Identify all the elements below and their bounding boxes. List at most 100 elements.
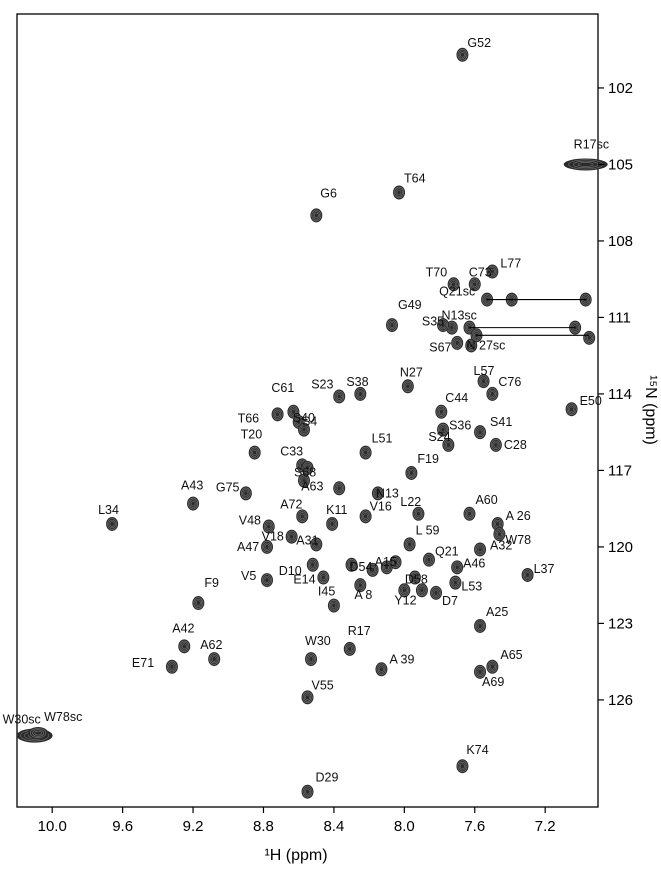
peak-label-n13: N13 [376, 486, 399, 500]
peak-contour-outer [305, 652, 318, 667]
peak-contour-outer [359, 445, 372, 460]
peak-a-39 [375, 662, 388, 677]
peak-contour-inner [312, 211, 320, 220]
peak-label-r17: R17 [348, 624, 371, 638]
peak-contour-inner [298, 423, 309, 436]
peak-contour-inner [291, 409, 296, 415]
peak-contour-outer [310, 537, 323, 552]
peak-contour-outer [422, 552, 435, 567]
peak-contour-inner [407, 541, 412, 548]
peak-label-v5: V5 [241, 569, 256, 583]
x-tick-label: 9.6 [112, 818, 133, 835]
peak-contour-inner [438, 409, 444, 415]
peak-label-w30sc: W30sc [3, 713, 41, 727]
peak-contour-outer [165, 659, 178, 674]
peak-g49 [386, 318, 399, 333]
peak-label-a-39: A 39 [389, 652, 414, 666]
y-axis: 102 105 108 111 114 117 120 123 126 [598, 80, 633, 709]
peak-v55 [301, 690, 314, 705]
peak-contour-inner [481, 378, 486, 384]
peak-i45 [327, 598, 340, 613]
peak-contour-inner [313, 212, 319, 219]
peak-contour-inner [466, 339, 477, 352]
peak-contour-inner [396, 189, 402, 196]
peak-contour-inner [312, 540, 320, 549]
peak-contour-outer [297, 422, 310, 437]
peak-contour-inner [414, 509, 423, 518]
peak-label-a72: A72 [280, 497, 302, 511]
peak-contour-inner [374, 489, 382, 498]
peak-contour-inner [34, 730, 42, 736]
peak-contour-outer [192, 596, 205, 611]
peak-contour-outer [28, 727, 49, 740]
peak-label-g52: G52 [467, 36, 491, 50]
peak-contour-inner [289, 534, 294, 540]
peak-contour-inner [383, 563, 391, 572]
peak-label-l-59: L 59 [416, 523, 440, 537]
peak-contour-inner [492, 440, 500, 450]
peak-contour-inner [360, 446, 371, 459]
peak-contour-inner [363, 449, 368, 456]
peak-s68 [297, 473, 310, 488]
peak-contour-inner [399, 584, 410, 597]
peak-contour-outer [456, 47, 469, 62]
peak-contour-inner [356, 580, 364, 590]
peak-contour-outer [285, 529, 298, 544]
peak-contour-inner [440, 426, 446, 433]
peak-t70 [447, 277, 460, 292]
peak-contour-inner [264, 544, 270, 550]
peak-contour-inner [469, 278, 480, 291]
peak-e14 [317, 570, 330, 585]
peak-contour-inner [476, 545, 484, 554]
peak-contour-inner [438, 423, 449, 436]
peak-contour-inner [357, 582, 363, 588]
peak-contour-inner [472, 281, 478, 287]
peak-contour-inner [444, 440, 453, 450]
peak-contour-inner [305, 465, 310, 471]
peak-label-a65: A65 [500, 648, 522, 662]
peak-contour-inner [181, 643, 187, 650]
peak-contour-outer [563, 158, 608, 171]
y-tick-label: 105 [608, 156, 633, 173]
peak-contour-inner [179, 640, 190, 653]
peak-v18 [285, 529, 298, 544]
peak-contour-inner [209, 653, 220, 665]
peak-contour-inner [476, 427, 484, 437]
peak-contour-inner [438, 319, 449, 331]
peak-contour-inner [32, 729, 45, 737]
peak-contour-inner [454, 564, 460, 570]
peak-contour-outer [297, 473, 310, 488]
peak-contour-inner [301, 426, 307, 433]
peak-label-a25: A25 [486, 605, 508, 619]
peak-contour-inner [405, 540, 414, 549]
peak-contour-inner [377, 665, 386, 674]
peak-contour-outer [412, 506, 425, 521]
peak-label-d29: D29 [316, 771, 339, 785]
x-axis: 10.0 9.6 9.2 8.8 8.4 8.0 7.6 7.2 [38, 807, 556, 835]
peak-contour-inner [376, 663, 387, 676]
peak-contour-outer [583, 330, 596, 345]
peak-contour-outer [442, 437, 455, 452]
peak-contour-inner [243, 490, 249, 497]
peak-label-a32: A32 [490, 538, 512, 552]
peak-contour-inner [409, 571, 420, 584]
peak-contour-inner [262, 574, 272, 586]
peak-layer [16, 47, 608, 799]
peak-contour-inner [288, 406, 299, 418]
peak-label-s40: S40 [293, 411, 315, 425]
peak-label-t64: T64 [404, 171, 426, 185]
peak-contour-inner [196, 600, 201, 606]
peak-label-v18: V18 [262, 530, 284, 544]
peak-label-a62: A62 [200, 638, 222, 652]
peak-contour-inner [211, 656, 217, 662]
peak-a72 [296, 509, 309, 524]
peak-contour-inner [449, 324, 455, 331]
peak-contour-inner [249, 446, 260, 459]
peak-contour-inner [453, 563, 461, 572]
peak-label-f9: F9 [204, 576, 219, 590]
x-tick-label: 8.4 [323, 818, 344, 835]
peak-contour-inner [458, 50, 467, 60]
peak-contour-outer [401, 379, 414, 394]
